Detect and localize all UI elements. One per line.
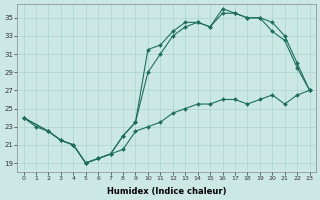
- X-axis label: Humidex (Indice chaleur): Humidex (Indice chaleur): [107, 187, 226, 196]
